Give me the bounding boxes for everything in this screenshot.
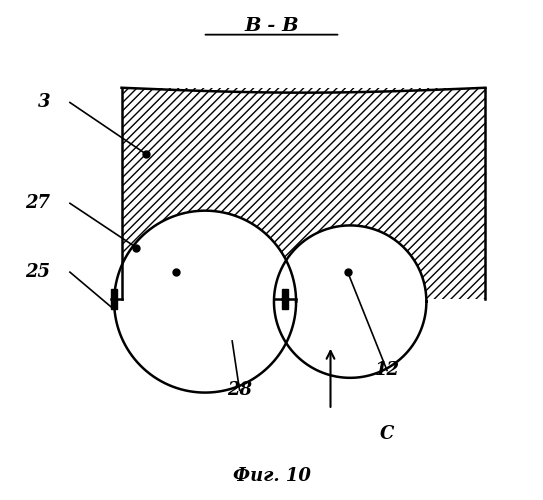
Text: Фиг. 10: Фиг. 10 — [232, 467, 311, 485]
Text: 25: 25 — [26, 263, 50, 281]
Text: В - В: В - В — [244, 18, 299, 36]
Text: 28: 28 — [227, 381, 252, 399]
Text: C: C — [380, 426, 394, 444]
Circle shape — [274, 226, 426, 378]
Bar — [111, 289, 117, 310]
Text: 12: 12 — [375, 362, 400, 380]
Text: 27: 27 — [26, 194, 50, 212]
Text: 3: 3 — [38, 94, 50, 112]
Bar — [122, 88, 485, 299]
Circle shape — [114, 210, 296, 392]
Bar — [282, 289, 288, 310]
